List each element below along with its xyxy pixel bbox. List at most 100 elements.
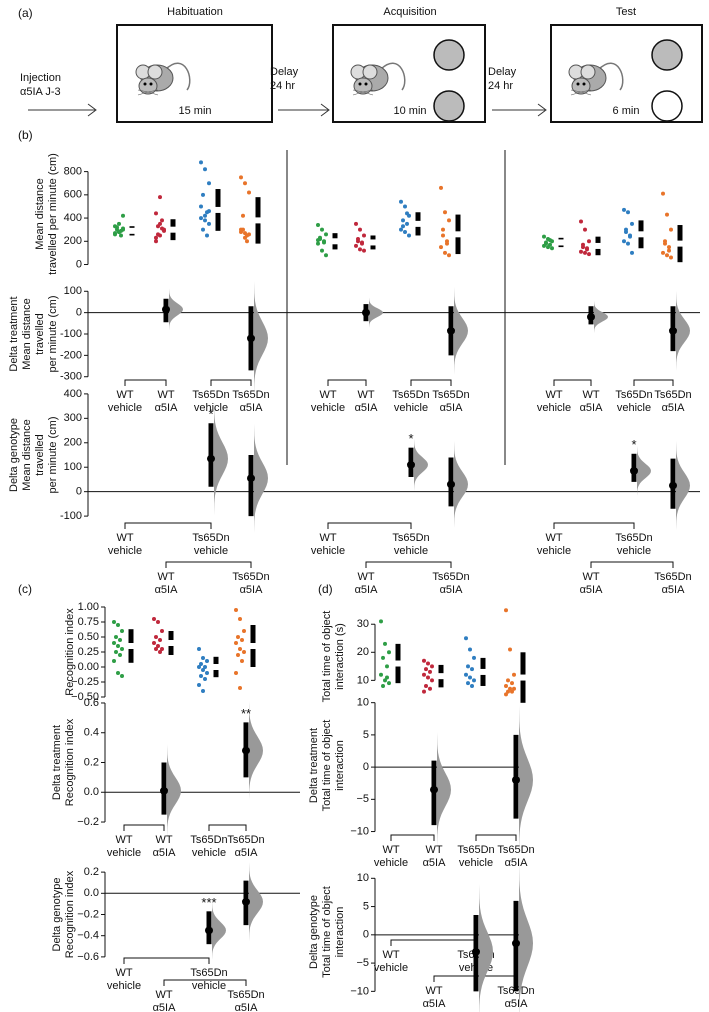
- bracket: [327, 379, 367, 386]
- y-tick-label: 300: [64, 412, 82, 424]
- bootstrap-distribution: [414, 438, 428, 491]
- bracket: [590, 561, 674, 568]
- category-label: α5IA: [423, 857, 447, 869]
- data-point: [152, 617, 156, 621]
- bracket: [124, 522, 212, 529]
- data-point: [156, 644, 160, 648]
- y-axis-label: Mean distance: [34, 178, 46, 250]
- data-point: [241, 213, 245, 218]
- data-point: [234, 671, 238, 675]
- bootstrap-distribution: [676, 440, 690, 531]
- bootstrap-distribution: [369, 297, 383, 328]
- y-axis-label: Delta treatment: [8, 296, 20, 371]
- data-point: [154, 635, 158, 639]
- y-tick-label: 20: [357, 646, 369, 658]
- data-point: [667, 245, 671, 250]
- category-label: WT: [115, 967, 132, 979]
- bootstrap-distribution: [212, 901, 226, 960]
- data-point: [199, 204, 203, 209]
- data-point: [624, 230, 628, 234]
- y-axis-label: Delta genotype: [308, 895, 320, 969]
- data-point: [160, 647, 164, 651]
- data-point: [197, 665, 201, 669]
- arrow: [28, 103, 97, 117]
- y-axis-label: Mean distance: [21, 419, 33, 491]
- effect-point: [362, 308, 370, 317]
- y-tick-label: 30: [357, 618, 369, 630]
- y-tick-label: 0.50: [78, 631, 99, 643]
- object: [651, 90, 683, 122]
- bootstrap-distribution: [254, 423, 268, 533]
- phase-duration: 15 min: [178, 105, 211, 117]
- category-label: WT: [357, 571, 374, 583]
- effect-point: [247, 474, 255, 483]
- data-point: [379, 619, 383, 624]
- category-label: vehicle: [311, 402, 345, 414]
- category-label: WT: [545, 532, 562, 544]
- category-label: WT: [357, 389, 374, 401]
- data-point: [156, 620, 160, 624]
- data-point: [439, 185, 443, 190]
- object: [433, 39, 465, 71]
- category-label: vehicle: [374, 857, 408, 869]
- y-axis-label: Total time of object: [321, 611, 333, 703]
- data-point: [117, 221, 121, 226]
- y-tick-label: 0: [76, 258, 82, 270]
- data-point: [581, 242, 585, 247]
- data-point: [508, 686, 512, 691]
- y-axis-label: Recognition index: [64, 870, 76, 958]
- y-tick-label: 400: [64, 388, 82, 400]
- significance: ***: [201, 895, 216, 910]
- category-label: WT: [425, 844, 442, 856]
- data-point: [199, 160, 203, 165]
- phase-title: Habituation: [167, 6, 223, 18]
- data-point: [154, 211, 158, 216]
- data-point: [234, 608, 238, 612]
- data-point: [207, 209, 211, 214]
- category-label: WT: [425, 985, 442, 997]
- effect-point: [162, 305, 170, 314]
- data-point: [665, 253, 669, 258]
- data-point: [205, 671, 209, 675]
- category-label: Ts65Dn: [190, 967, 227, 979]
- data-point: [324, 232, 328, 237]
- y-axis-label: Recognition index: [64, 608, 76, 696]
- y-tick-label: 0.75: [78, 616, 99, 628]
- data-point: [512, 672, 516, 677]
- panel-label: (a): [18, 6, 33, 20]
- data-point: [240, 638, 244, 642]
- data-point: [243, 235, 247, 240]
- data-point: [630, 250, 634, 255]
- data-point: [243, 181, 247, 186]
- object: [433, 90, 465, 122]
- schematic: (a) Injection α5IA J-3 Habituation 15 mi…: [18, 6, 703, 123]
- y-axis-label: interaction (s): [334, 623, 346, 690]
- category-label: α5IA: [155, 584, 179, 596]
- data-point: [201, 668, 205, 672]
- y-tick-label: −0.25: [71, 676, 99, 688]
- data-point: [120, 674, 124, 678]
- y-tick-label: −0.4: [77, 930, 99, 942]
- y-axis-label: interaction: [334, 740, 346, 791]
- data-point: [399, 227, 403, 232]
- category-label: WT: [319, 389, 336, 401]
- panel-label: (d): [318, 582, 333, 596]
- data-point: [207, 181, 211, 186]
- effect-point: [242, 746, 250, 755]
- category-label: α5IA: [153, 1002, 177, 1012]
- effect-point: [430, 785, 438, 794]
- data-point: [422, 658, 426, 663]
- category-label: WT: [319, 532, 336, 544]
- y-axis-label: Delta genotype: [51, 878, 63, 952]
- bracket: [390, 834, 435, 841]
- data-point: [504, 608, 508, 613]
- category-label: α5IA: [355, 402, 379, 414]
- category-label: Ts65Dn: [432, 389, 469, 401]
- category-label: Ts65Dn: [457, 844, 494, 856]
- panel-label: (b): [18, 128, 33, 142]
- data-point: [160, 218, 164, 223]
- data-point: [236, 635, 240, 639]
- data-point: [234, 641, 238, 645]
- data-point: [585, 246, 589, 251]
- category-label: α5IA: [505, 857, 529, 869]
